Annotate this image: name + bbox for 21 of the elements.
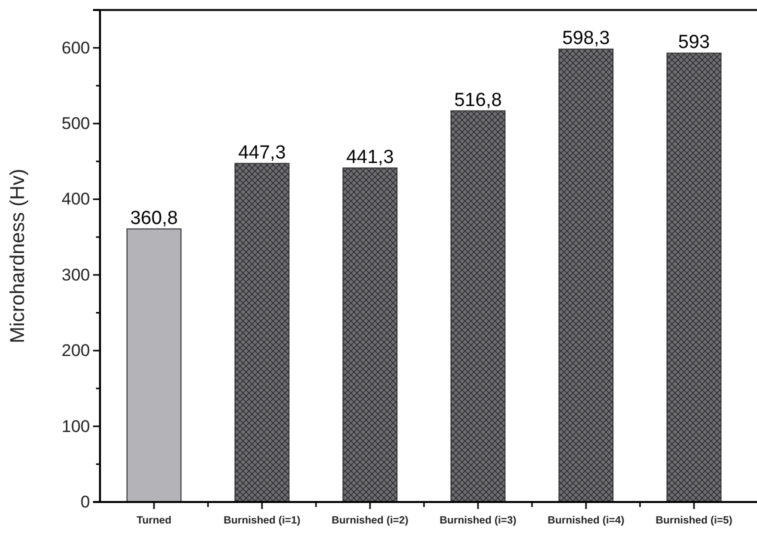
data-label: 360,8	[130, 208, 178, 229]
y-tick-label: 600	[62, 38, 90, 58]
x-tick-label: Burnished (i=2)	[332, 514, 408, 527]
data-label: 593	[678, 32, 710, 54]
x-tick-label: Burnished (i=1)	[224, 514, 300, 527]
data-label: 598,3	[562, 28, 610, 50]
bar	[126, 228, 182, 502]
y-tick-label: 0	[80, 492, 90, 512]
y-tick-label: 400	[62, 190, 90, 209]
data-label: 516,8	[454, 90, 502, 111]
x-tick-label: Burnished (i=3)	[440, 514, 516, 527]
y-axis-title: Microhardness (Hv)	[7, 168, 29, 344]
data-label: 441,3	[346, 146, 394, 168]
y-tick-label: 200	[62, 341, 90, 360]
data-label: 447,3	[238, 142, 286, 164]
x-tick-label: Burnished (i=4)	[548, 514, 624, 527]
y-tick-label: 100	[62, 416, 90, 436]
x-tick-label: Burnished (i=5)	[656, 514, 732, 527]
y-tick-label: 300	[62, 265, 90, 284]
x-tick-label: Turned	[136, 514, 172, 527]
y-tick-label: 500	[62, 114, 90, 133]
